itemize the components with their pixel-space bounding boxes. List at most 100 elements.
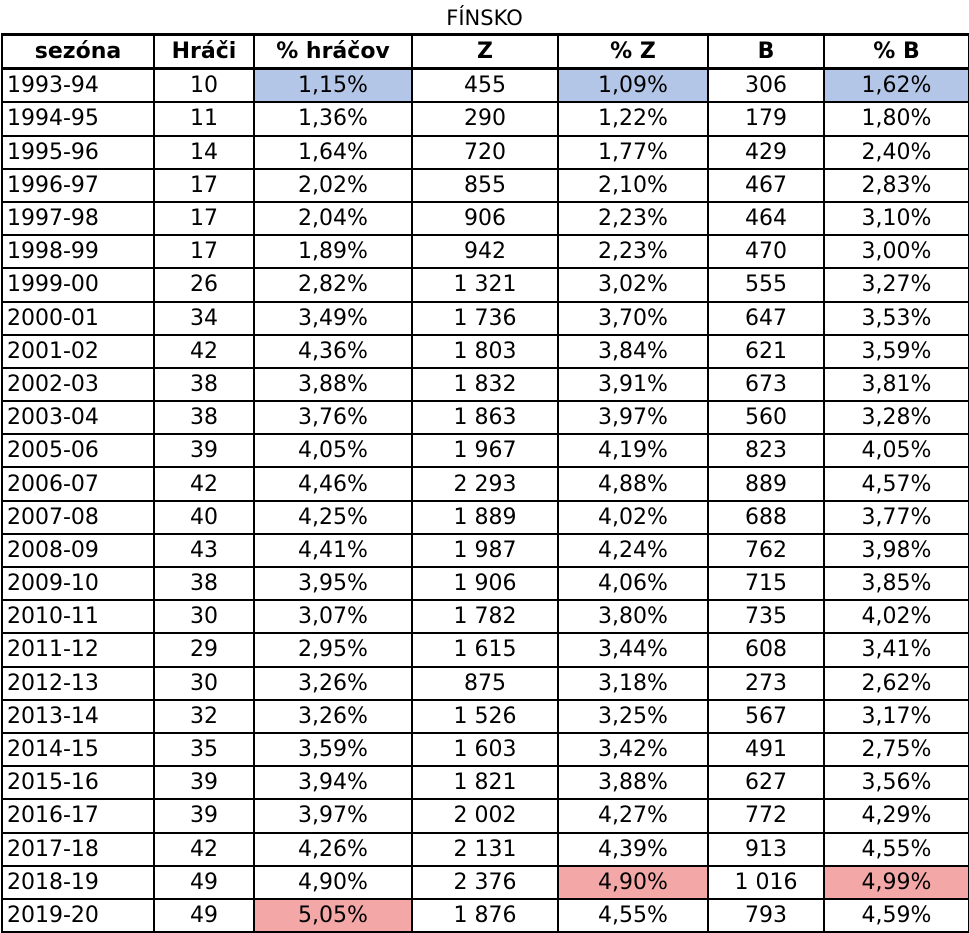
cell-season: 1998-99	[1, 234, 155, 270]
cell-b-pct: 4,99%	[823, 864, 969, 900]
cell-z: 906	[411, 200, 559, 237]
cell-z: 1 526	[411, 698, 559, 734]
cell-z: 2 002	[411, 798, 559, 834]
cell-players: 42	[153, 831, 255, 867]
cell-season: 2010-11	[1, 599, 155, 635]
cell-players-pct: 2,04%	[253, 200, 413, 237]
table-row: 2014-15 35 3,59% 1 603 3,42% 491 2,75%	[1, 731, 969, 768]
cell-z: 455	[411, 67, 559, 104]
table-row: 2017-18 42 4,26% 2 131 4,39% 913 4,55%	[1, 831, 969, 867]
cell-z-pct: 1,09%	[557, 67, 709, 104]
cell-players: 10	[153, 67, 255, 104]
cell-b-pct: 3,00%	[823, 234, 969, 270]
cell-players: 30	[153, 665, 255, 701]
cell-z-pct: 4,02%	[557, 499, 709, 535]
cell-players: 32	[153, 698, 255, 734]
table-body: 1993-94 10 1,15% 455 1,09% 306 1,62% 1994-95 11 1…	[1, 67, 969, 933]
table-row: 2002-03 38 3,88% 1 832 3,91% 673 3,81%	[1, 366, 969, 403]
cell-b: 560	[707, 400, 825, 436]
cell-b-pct: 1,62%	[823, 67, 969, 104]
cell-z-pct: 1,77%	[557, 134, 709, 170]
cell-z-pct: 3,97%	[557, 400, 709, 436]
table-row: 1994-95 11 1,36% 290 1,22% 179 1,80%	[1, 101, 969, 137]
cell-b-pct: 1,80%	[823, 101, 969, 137]
cell-season: 2016-17	[1, 798, 155, 834]
table-row: 2009-10 38 3,95% 1 906 4,06% 715 3,85%	[1, 565, 969, 602]
cell-z: 1 321	[411, 267, 559, 303]
cell-players-pct: 3,94%	[253, 765, 413, 801]
cell-b: 715	[707, 565, 825, 602]
cell-season: 2018-19	[1, 864, 155, 900]
cell-z: 1 967	[411, 433, 559, 469]
table-row: 2019-20 49 5,05% 1 876 4,55% 793 4,59%	[1, 897, 969, 933]
cell-b: 621	[707, 333, 825, 369]
cell-b: 467	[707, 167, 825, 203]
cell-z: 1 603	[411, 731, 559, 768]
table-row: 2015-16 39 3,94% 1 821 3,88% 627 3,56%	[1, 765, 969, 801]
cell-b-pct: 3,53%	[823, 300, 969, 336]
cell-b-pct: 4,57%	[823, 466, 969, 502]
cell-season: 2019-20	[1, 897, 155, 933]
cell-b-pct: 4,02%	[823, 599, 969, 635]
cell-season: 1997-98	[1, 200, 155, 237]
cell-b-pct: 4,29%	[823, 798, 969, 834]
header-b-pct: % B	[823, 32, 969, 71]
cell-b: 673	[707, 366, 825, 403]
cell-players: 17	[153, 200, 255, 237]
table-row: 2010-11 30 3,07% 1 782 3,80% 735 4,02%	[1, 599, 969, 635]
cell-season: 2003-04	[1, 400, 155, 436]
cell-b-pct: 2,83%	[823, 167, 969, 203]
cell-players: 42	[153, 333, 255, 369]
cell-b: 889	[707, 466, 825, 502]
cell-b: 762	[707, 532, 825, 569]
cell-b: 647	[707, 300, 825, 336]
cell-players: 49	[153, 897, 255, 933]
cell-b: 735	[707, 599, 825, 635]
cell-season: 2014-15	[1, 731, 155, 768]
cell-b: 555	[707, 267, 825, 303]
table-row: 1997-98 17 2,04% 906 2,23% 464 3,10%	[1, 200, 969, 237]
cell-players-pct: 4,90%	[253, 864, 413, 900]
cell-players: 38	[153, 366, 255, 403]
cell-season: 2000-01	[1, 300, 155, 336]
cell-z: 1 987	[411, 532, 559, 569]
table-row: 2001-02 42 4,36% 1 803 3,84% 621 3,59%	[1, 333, 969, 369]
cell-players-pct: 1,15%	[253, 67, 413, 104]
header-z: Z	[411, 32, 559, 71]
cell-z: 2 376	[411, 864, 559, 900]
cell-players-pct: 2,95%	[253, 632, 413, 668]
cell-players-pct: 3,97%	[253, 798, 413, 834]
table-title: FÍNSKO	[446, 6, 523, 30]
cell-season: 1994-95	[1, 101, 155, 137]
cell-b: 793	[707, 897, 825, 933]
cell-season: 2007-08	[1, 499, 155, 535]
cell-z: 1 821	[411, 765, 559, 801]
cell-z: 1 832	[411, 366, 559, 403]
cell-b: 306	[707, 67, 825, 104]
table-row: 1995-96 14 1,64% 720 1,77% 429 2,40%	[1, 134, 969, 170]
cell-z-pct: 3,18%	[557, 665, 709, 701]
cell-z: 1 736	[411, 300, 559, 336]
cell-z: 1 782	[411, 599, 559, 635]
cell-z: 875	[411, 665, 559, 701]
cell-b: 913	[707, 831, 825, 867]
cell-b: 1 016	[707, 864, 825, 900]
cell-players: 35	[153, 731, 255, 768]
cell-z-pct: 3,44%	[557, 632, 709, 668]
cell-z: 1 803	[411, 333, 559, 369]
cell-season: 2017-18	[1, 831, 155, 867]
cell-b: 688	[707, 499, 825, 535]
cell-z-pct: 4,06%	[557, 565, 709, 602]
cell-b-pct: 3,41%	[823, 632, 969, 668]
table-row: 2000-01 34 3,49% 1 736 3,70% 647 3,53%	[1, 300, 969, 336]
table-row: 2012-13 30 3,26% 875 3,18% 273 2,62%	[1, 665, 969, 701]
cell-season: 1996-97	[1, 167, 155, 203]
cell-players-pct: 3,26%	[253, 665, 413, 701]
cell-b-pct: 2,40%	[823, 134, 969, 170]
cell-players-pct: 3,88%	[253, 366, 413, 403]
cell-b: 823	[707, 433, 825, 469]
table-row: 2008-09 43 4,41% 1 987 4,24% 762 3,98%	[1, 532, 969, 569]
cell-season: 2011-12	[1, 632, 155, 668]
cell-players: 30	[153, 599, 255, 635]
cell-season: 1995-96	[1, 134, 155, 170]
